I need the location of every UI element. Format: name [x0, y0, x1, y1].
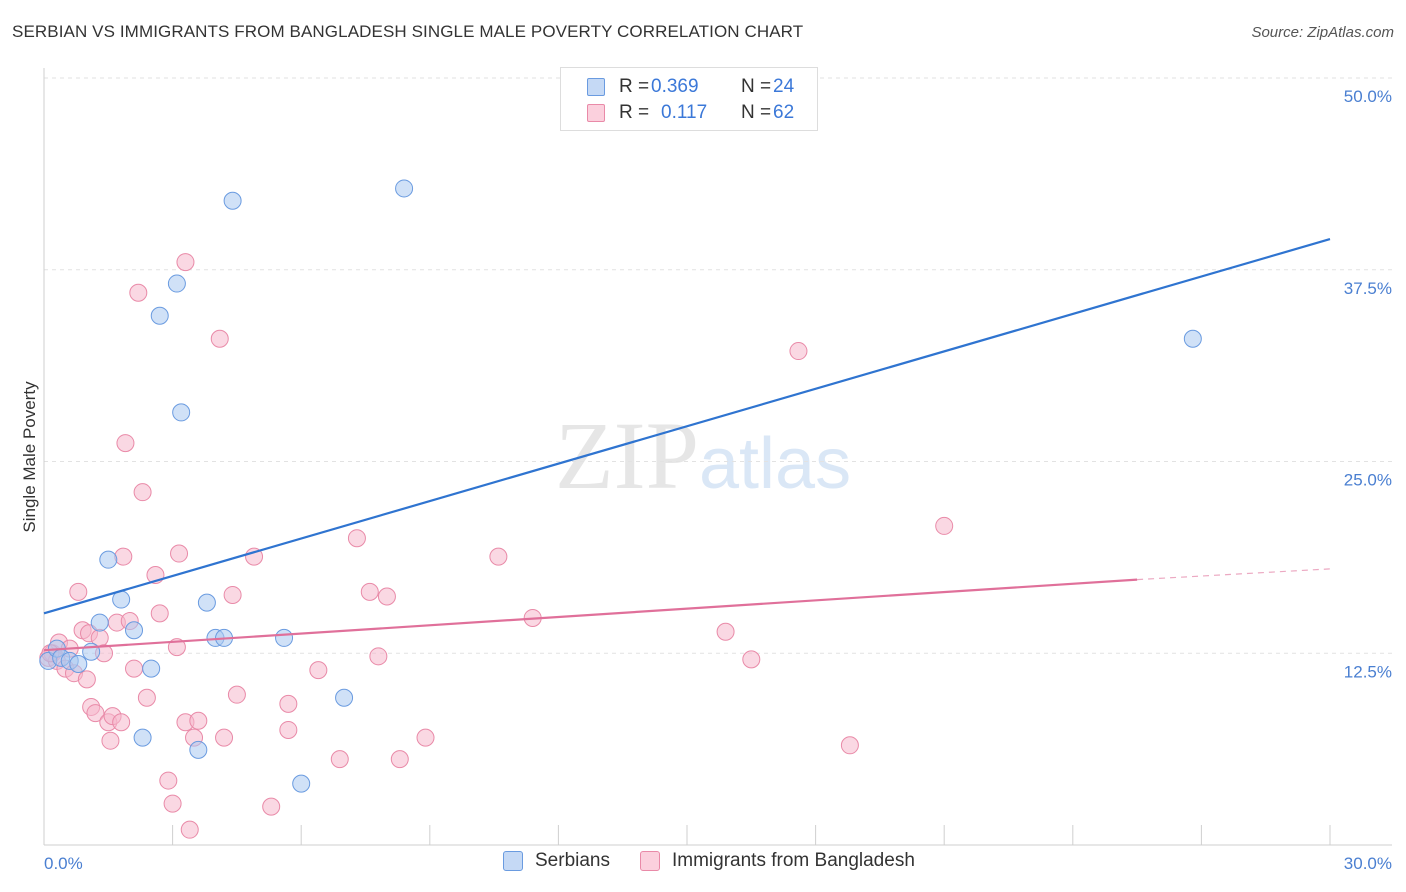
point-bangladesh — [137, 688, 156, 707]
point-bangladesh — [935, 516, 954, 535]
point-bangladesh — [116, 434, 135, 453]
point-bangladesh — [125, 659, 144, 678]
legend-n-label: N = — [741, 76, 772, 97]
watermark-zip: ZIP — [555, 402, 699, 509]
point-bangladesh — [360, 582, 379, 601]
point-serbians — [150, 306, 169, 325]
watermark: ZIPatlas — [555, 400, 851, 511]
point-bangladesh — [189, 711, 208, 730]
trend-line-bangladesh-extension — [1137, 568, 1331, 581]
y-tick-label: 50.0% — [1344, 87, 1392, 106]
point-serbians — [223, 191, 242, 210]
legend: R = 0.369 N = 24 R = 0.117 N = 62 — [560, 67, 818, 131]
point-bangladesh — [223, 585, 242, 604]
point-bangladesh — [170, 544, 189, 563]
series-serbians-points — [39, 179, 1202, 793]
point-bangladesh — [742, 650, 761, 669]
point-serbians — [133, 728, 152, 747]
legend-r-value: 0.117 — [661, 102, 708, 123]
legend-swatch-serbians — [587, 78, 605, 96]
watermark-atlas: atlas — [699, 424, 852, 504]
axes — [43, 68, 1392, 846]
point-bangladesh — [840, 736, 859, 755]
point-bangladesh — [279, 694, 298, 713]
point-serbians — [172, 403, 191, 422]
point-bangladesh — [377, 587, 396, 606]
grid-lines — [44, 77, 1392, 654]
bottom-legend-label-bangladesh: Immigrants from Bangladesh — [672, 850, 915, 871]
y-tick-label: 37.5% — [1344, 279, 1392, 298]
point-serbians — [197, 593, 216, 612]
legend-swatch-bangladesh — [587, 104, 605, 122]
point-serbians — [69, 654, 88, 673]
point-serbians — [90, 613, 109, 632]
point-bangladesh — [86, 704, 105, 723]
y-axis-label: Single Male Poverty — [20, 381, 39, 533]
point-bangladesh — [716, 622, 735, 641]
point-serbians — [142, 659, 161, 678]
legend-n-value: 24 — [773, 76, 795, 97]
point-bangladesh — [114, 547, 133, 566]
bottom-legend-bangladesh[interactable]: Immigrants from Bangladesh — [640, 850, 915, 872]
point-bangladesh — [489, 547, 508, 566]
point-serbians — [275, 628, 294, 647]
point-bangladesh — [101, 731, 120, 750]
series-bangladesh-points — [39, 253, 954, 839]
point-bangladesh — [390, 750, 409, 769]
point-bangladesh — [309, 661, 328, 680]
trend-line-serbians — [43, 238, 1331, 615]
point-bangladesh — [330, 750, 349, 769]
bottom-legend-swatch-serbians — [503, 851, 523, 871]
point-bangladesh — [129, 283, 148, 302]
point-bangladesh — [77, 670, 96, 689]
legend-r-label: R = — [619, 102, 650, 123]
x-tick-label: 30.0% — [1344, 854, 1392, 873]
point-bangladesh — [347, 529, 366, 548]
point-bangladesh — [279, 720, 298, 739]
legend-r-value: 0.369 — [651, 76, 699, 97]
point-bangladesh — [159, 771, 178, 790]
point-bangladesh — [112, 713, 131, 732]
legend-n-value: 62 — [773, 102, 795, 123]
point-serbians — [99, 550, 118, 569]
point-bangladesh — [176, 253, 195, 272]
point-bangladesh — [210, 329, 229, 348]
point-bangladesh — [262, 797, 281, 816]
legend-row-bangladesh: R = 0.117 N = 62 — [587, 100, 794, 126]
bottom-legend-label-serbians: Serbians — [535, 850, 610, 871]
bottom-legend-serbians[interactable]: Serbians — [503, 850, 610, 872]
point-serbians — [395, 179, 414, 198]
point-serbians — [292, 774, 311, 793]
legend-r-label: R = — [619, 76, 650, 97]
x-tick-label: 0.0% — [44, 854, 83, 873]
point-bangladesh — [789, 342, 808, 361]
point-bangladesh — [369, 647, 388, 666]
chart-title: SERBIAN VS IMMIGRANTS FROM BANGLADESH SI… — [12, 22, 804, 41]
y-tick-label: 25.0% — [1344, 471, 1392, 490]
source-label: Source: ZipAtlas.com — [1251, 24, 1394, 41]
legend-n-label: N = — [741, 102, 772, 123]
point-serbians — [125, 621, 144, 640]
tick-labels: 12.5% 25.0% 37.5% 50.0% 0.0% 30.0% — [44, 87, 1392, 873]
point-bangladesh — [180, 820, 199, 839]
point-bangladesh — [133, 483, 152, 502]
point-serbians — [189, 740, 208, 759]
trend-line-bangladesh — [43, 578, 1138, 652]
point-bangladesh — [416, 728, 435, 747]
point-serbians — [1183, 329, 1202, 348]
legend-row-serbians: R = 0.369 N = 24 — [587, 74, 794, 100]
point-bangladesh — [150, 604, 169, 623]
point-bangladesh — [163, 794, 182, 813]
point-bangladesh — [69, 582, 88, 601]
point-serbians — [335, 688, 354, 707]
point-serbians — [167, 274, 186, 293]
bottom-legend-swatch-bangladesh — [640, 851, 660, 871]
point-bangladesh — [227, 685, 246, 704]
trend-lines — [43, 238, 1331, 652]
bottom-legend: Serbians Immigrants from Bangladesh — [503, 850, 945, 872]
y-tick-label: 12.5% — [1344, 662, 1392, 681]
point-bangladesh — [215, 728, 234, 747]
